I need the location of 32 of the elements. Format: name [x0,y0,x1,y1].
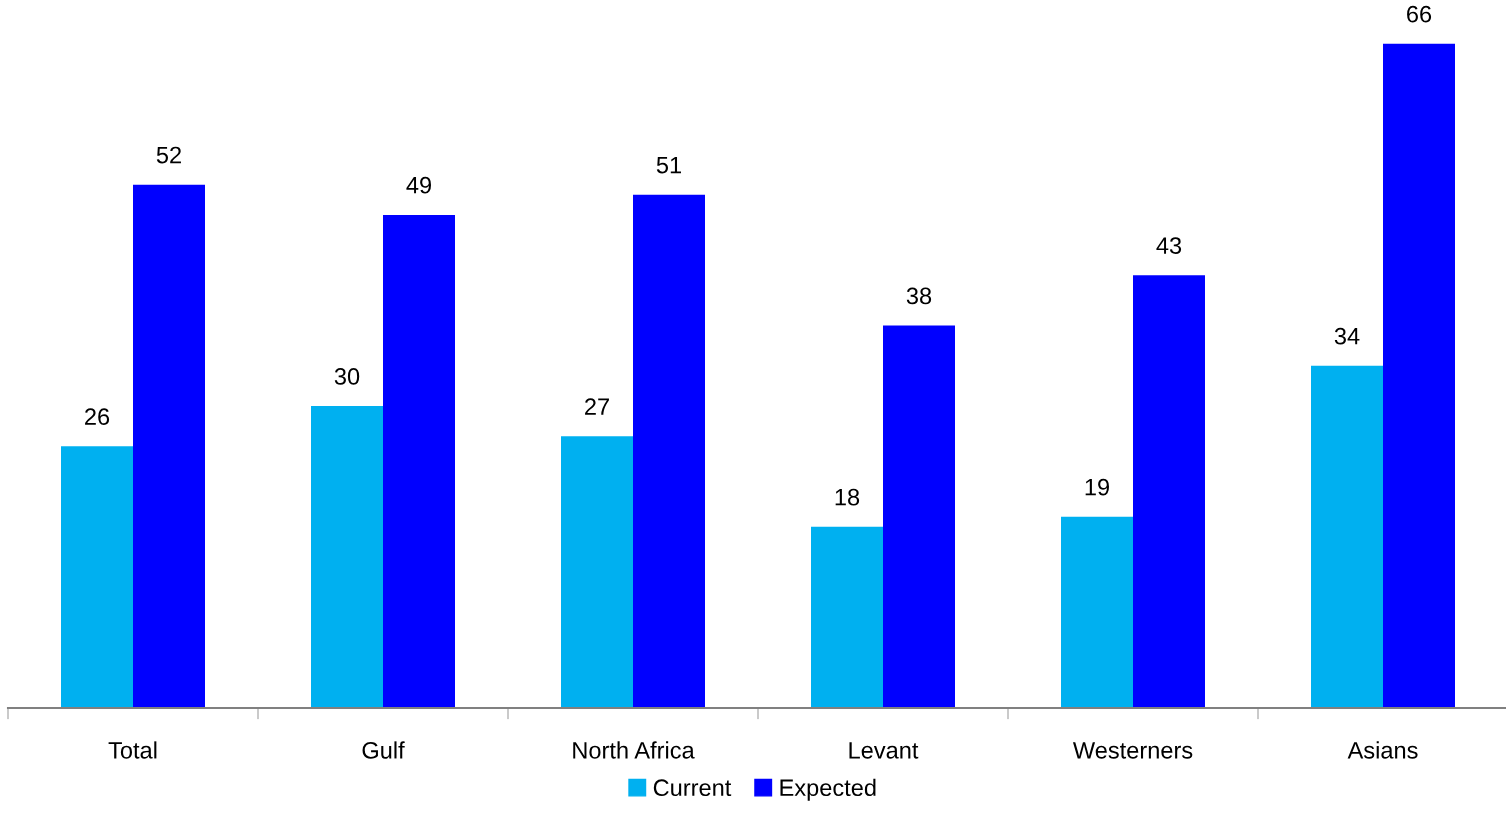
bar [811,526,883,708]
bar [311,406,383,708]
x-tick-label: Total [108,741,157,759]
data-label: 18 [835,488,860,506]
bar [1061,516,1133,708]
x-tick-label: Gulf [362,741,405,759]
bar [561,436,633,708]
bar [633,194,705,708]
data-label: 34 [1334,327,1360,345]
legend-label: Current [653,779,732,797]
data-label: 51 [656,156,681,174]
x-tick-label: North Africa [573,741,695,759]
data-label: 19 [1085,478,1110,496]
data-label: 38 [906,287,932,305]
legend-label: Expected [780,778,876,801]
data-label: 52 [156,146,181,164]
x-tick-label: Westerners [1072,742,1193,759]
data-label: 43 [1156,237,1182,254]
data-label: 26 [85,408,110,426]
x-tick-label: Asians [1347,741,1418,759]
bar [1133,275,1205,708]
data-label: 30 [334,368,360,385]
data-label: 27 [585,398,609,415]
bar [1383,43,1455,708]
data-label: 66 [1407,5,1432,23]
bar [1311,365,1383,708]
bar [133,184,205,708]
bar [883,325,955,708]
bar [383,214,455,708]
x-tick-label: Levant [849,742,919,759]
data-label: 49 [406,176,432,194]
bar [61,446,133,708]
